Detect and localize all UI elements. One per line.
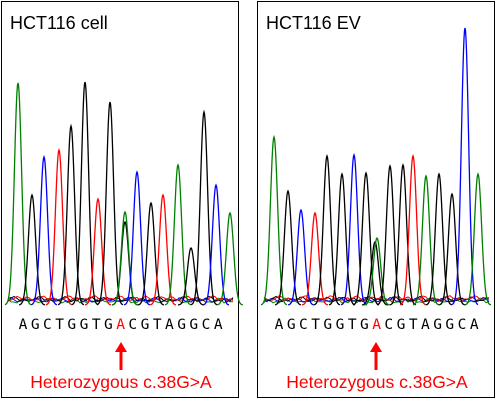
base-call-3: T (311, 317, 320, 333)
peak-g-11 (389, 163, 417, 306)
peak-t-3 (301, 211, 329, 306)
base-call-7: G (104, 317, 113, 333)
peak-g-5 (71, 81, 99, 306)
peak-g-15 (438, 192, 466, 306)
base-call-8: A (116, 317, 125, 333)
base-call-6: T (91, 317, 101, 333)
chromatogram-trace-svg (4, 81, 244, 306)
base-call-10: G (140, 317, 150, 333)
base-call-1: G (30, 317, 40, 333)
base-call-14: G (189, 317, 199, 333)
peak-a-0 (4, 82, 32, 306)
baseline-noise-c (263, 296, 490, 303)
peak-g-1 (18, 193, 46, 306)
base-call-12: A (421, 317, 430, 333)
baseline-noise-t (263, 295, 490, 302)
peak-g-11 (137, 201, 165, 306)
peak-t-12 (399, 154, 427, 306)
peak-g-4 (313, 154, 341, 306)
mutation-annotation: Heterozygous c.38G>A (30, 372, 212, 392)
peak-a-17 (464, 172, 492, 306)
peak-g-4 (57, 123, 85, 306)
peak-g-5 (328, 172, 356, 306)
baseline-noise-g (7, 295, 234, 302)
base-call-2: C (299, 317, 308, 333)
base-call-0: A (18, 317, 28, 333)
base-call-4: G (67, 317, 77, 333)
peak-t-12 (149, 193, 177, 306)
base-call-7: G (360, 317, 369, 333)
base-call-13: G (433, 317, 442, 333)
chromatogram-trace-svg (260, 27, 492, 306)
base-call-12: A (165, 317, 174, 333)
mutation-annotation: Heterozygous c.38G>A (286, 372, 468, 392)
peak-c-2 (30, 155, 58, 306)
peak-g-8 (361, 240, 389, 306)
base-call-16: A (469, 317, 479, 333)
peak-g-10 (376, 164, 404, 306)
base-call-11: T (408, 317, 418, 333)
peak-c-10 (123, 170, 151, 306)
base-call-3: T (55, 317, 64, 333)
base-call-15: C (201, 317, 211, 333)
peak-c-6 (340, 153, 368, 306)
base-call-1: G (286, 317, 296, 333)
peak-a-13 (412, 174, 440, 306)
peak-g-7 (96, 101, 124, 306)
peak-c-16 (202, 183, 230, 306)
peak-a-0 (260, 134, 288, 306)
base-call-4: G (323, 317, 333, 333)
peak-c-2 (287, 208, 315, 306)
base-call-5: G (335, 317, 345, 333)
peak-g-1 (274, 189, 302, 306)
peak-a-13 (164, 163, 192, 306)
baseline-noise-g (263, 295, 490, 303)
base-call-2: C (43, 317, 52, 333)
base-call-10: G (396, 317, 406, 333)
peak-c-16 (451, 27, 479, 306)
panel-title: HCT116 cell (10, 13, 108, 33)
peak-g-15 (190, 109, 218, 306)
base-call-14: G (445, 317, 455, 333)
peak-a-17 (216, 211, 244, 306)
mutation-arrow (115, 342, 127, 370)
peak-t-3 (45, 147, 73, 306)
base-call-9: C (384, 317, 394, 333)
base-call-13: G (177, 317, 186, 333)
base-call-5: G (79, 317, 89, 333)
peak-g-7 (352, 171, 380, 306)
peak-t-6 (84, 197, 112, 306)
peak-g-14 (425, 172, 453, 306)
base-call-9: C (128, 317, 138, 333)
peak-a-9 (111, 210, 139, 306)
base-call-15: C (457, 317, 467, 333)
panel-title: HCT116 EV (266, 13, 361, 33)
mutation-arrow (370, 342, 382, 370)
baseline-noise-t (7, 295, 234, 301)
peak-a-9 (363, 236, 391, 306)
base-call-16: A (213, 317, 223, 333)
peak-g-14 (177, 247, 205, 306)
base-call-8: A (372, 317, 381, 333)
base-call-11: T (152, 317, 162, 333)
base-call-6: T (347, 317, 357, 333)
base-call-0: A (274, 317, 284, 333)
